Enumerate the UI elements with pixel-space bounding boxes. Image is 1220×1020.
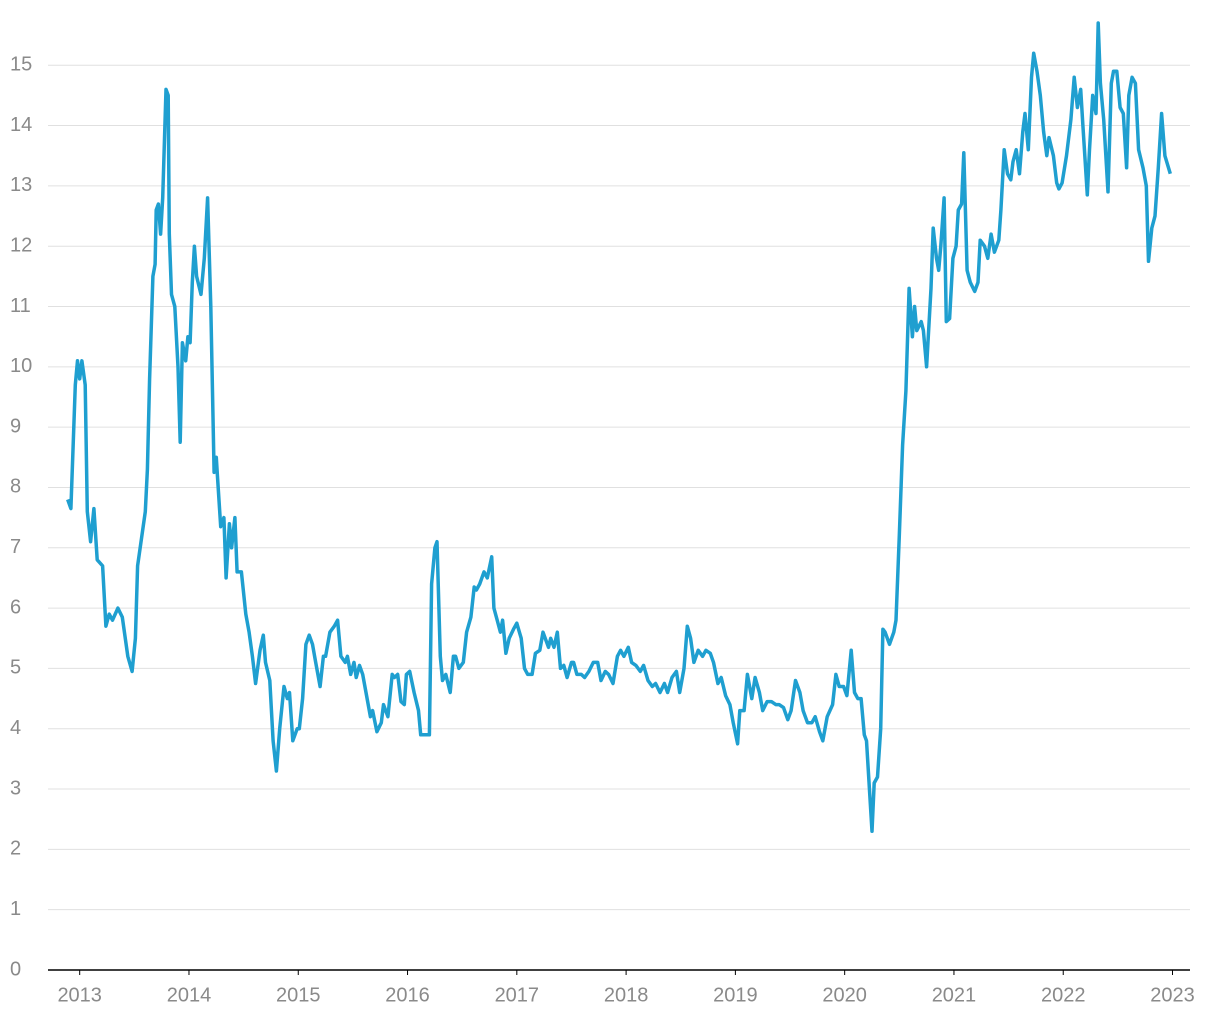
x-tick-label: 2018 <box>604 984 649 1006</box>
x-tick-label: 2020 <box>822 984 867 1006</box>
y-tick-label: 0 <box>10 958 21 980</box>
y-tick-label: 8 <box>10 476 21 498</box>
y-tick-label: 2 <box>10 838 21 860</box>
data-line <box>66 21 1172 834</box>
y-tick-label: 12 <box>10 234 32 256</box>
x-tick-label: 2019 <box>713 984 758 1006</box>
x-tick-label: 2023 <box>1150 984 1195 1006</box>
y-tick-label: 15 <box>10 54 32 76</box>
y-tick-label: 1 <box>10 898 21 920</box>
y-tick-label: 7 <box>10 536 21 558</box>
y-tick-label: 6 <box>10 596 21 618</box>
y-tick-label: 14 <box>10 114 32 136</box>
x-tick-label: 2014 <box>167 984 212 1006</box>
x-tick-label: 2016 <box>385 984 430 1006</box>
y-tick-label: 3 <box>10 777 21 799</box>
y-tick-label: 11 <box>10 295 31 317</box>
x-tick-label: 2017 <box>495 984 540 1006</box>
y-tick-label: 5 <box>10 657 21 679</box>
x-tick-label: 2022 <box>1041 984 1086 1006</box>
y-tick-label: 10 <box>10 355 32 377</box>
y-tick-label: 13 <box>10 174 32 196</box>
x-tick-label: 2013 <box>57 984 102 1006</box>
x-tick-label: 2021 <box>932 984 977 1006</box>
x-tick-label: 2015 <box>276 984 321 1006</box>
y-tick-label: 4 <box>10 717 21 739</box>
y-tick-label: 9 <box>10 415 21 437</box>
